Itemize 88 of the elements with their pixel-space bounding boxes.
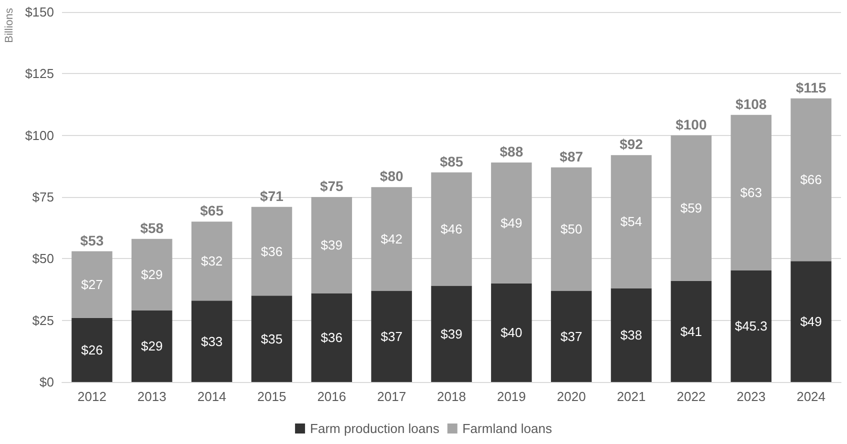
bar [311,197,352,294]
data-label: $54 [620,214,642,230]
data-label: $37 [560,328,582,344]
bar [371,187,412,291]
data-label: $37 [380,328,402,344]
total-label: $87 [560,148,584,164]
bar [550,167,592,291]
bar [191,222,232,301]
data-label: $35 [260,331,283,346]
data-label: $49 [500,215,522,230]
bar [251,296,292,382]
bar [670,280,712,382]
y-tick-label: $100 [25,128,54,143]
total-label: $58 [140,220,164,236]
total-label: $100 [676,116,707,132]
x-tick-label: 2017 [377,389,406,404]
bar [790,98,832,262]
x-tick-label: 2014 [197,389,226,404]
y-tick-label: $75 [32,190,54,204]
y-axis-title: Billions [4,8,16,43]
data-label: $45.3 [734,318,768,334]
data-label: $50 [560,222,582,237]
x-tick-label: 2023 [736,389,766,404]
y-tick-label: $25 [32,312,54,328]
data-label: $39 [320,238,343,253]
total-label: $85 [440,153,464,170]
bar [610,155,652,288]
data-label: $26 [81,342,103,358]
bar [72,251,112,318]
x-tick-label: 2019 [496,389,526,404]
x-tick-label: 2016 [317,389,346,404]
bar [610,288,652,382]
total-label: $115 [796,79,826,96]
data-label: $46 [440,222,462,237]
x-tick-label: 2013 [137,389,166,404]
x-tick-label: 2021 [616,389,646,404]
data-label: $39 [440,326,462,342]
bar [72,318,112,382]
data-label: $27 [81,277,103,292]
data-label: $32 [200,254,223,269]
total-label: $80 [380,168,404,184]
total-label: $88 [500,143,524,160]
bar [730,114,772,270]
legend-label: Farmland loans [462,421,552,436]
data-label: $36 [260,244,283,259]
data-label: $33 [200,334,223,349]
x-tick-label: 2012 [78,389,106,404]
bar [132,238,172,310]
bar [371,290,412,382]
total-label: $53 [80,232,104,248]
y-tick-label: $50 [32,251,54,266]
total-label: $75 [320,178,344,194]
data-label: $36 [320,330,343,346]
data-label: $49 [800,314,822,330]
bar [191,300,232,382]
bar [790,261,832,382]
data-label: $59 [680,200,702,216]
x-tick-label: 2015 [257,389,286,404]
bar [251,206,292,296]
bar [132,310,172,382]
bar [550,290,592,382]
data-label: $42 [380,231,402,246]
data-label: $29 [141,338,163,354]
data-label: $63 [740,185,762,200]
x-tick-label: 2020 [556,389,586,404]
bar [431,286,472,382]
data-label: $40 [500,325,522,340]
bar [311,293,352,382]
data-label: $66 [800,172,822,188]
bar [431,172,472,286]
total-label: $108 [736,96,767,112]
data-label: $41 [680,324,702,339]
y-tick-label: $150 [25,4,54,20]
data-label: $29 [141,267,163,282]
bar [491,283,532,382]
y-tick-label: $0 [40,374,54,390]
x-tick-label: 2022 [676,389,706,404]
x-tick-label: 2018 [437,389,466,404]
y-tick-label: $125 [25,66,54,82]
bar [670,135,712,281]
bar [730,270,772,382]
total-label: $71 [260,188,284,204]
data-label: $38 [620,328,642,343]
total-label: $92 [620,136,644,152]
x-tick-label: 2024 [796,389,826,404]
bar [491,162,532,284]
total-label: $65 [200,202,224,219]
legend-label: Farm production loans [310,421,440,436]
